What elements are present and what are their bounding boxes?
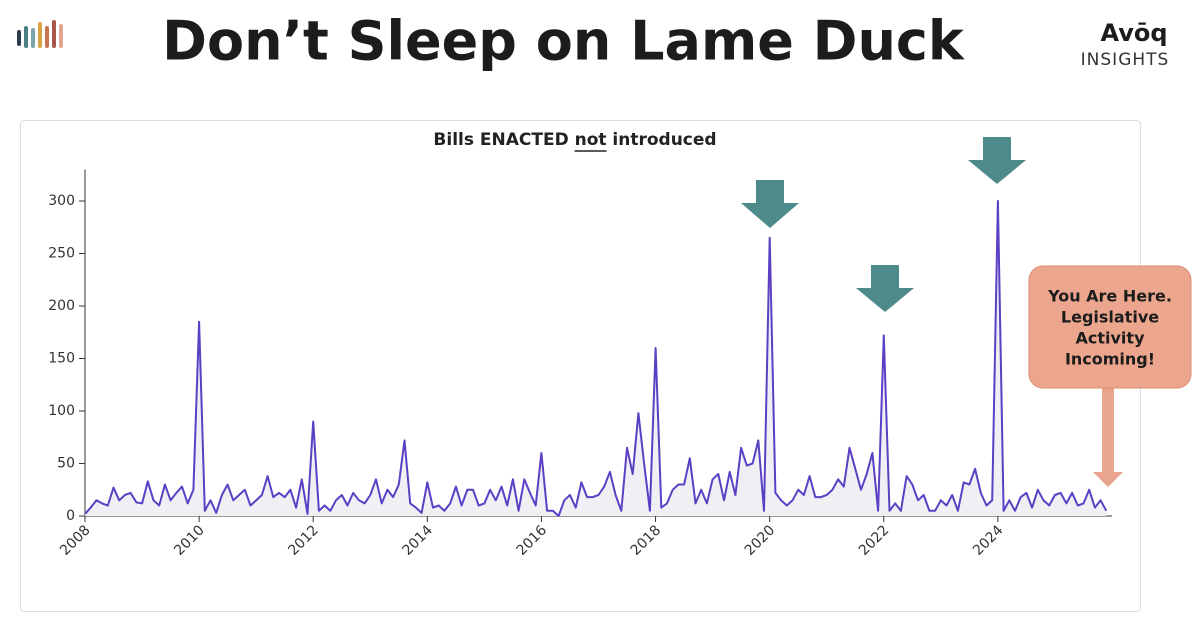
- y-tick-label: 150: [48, 351, 75, 367]
- callout: [1028, 265, 1192, 487]
- callout-text: You Are Here.: [1047, 287, 1172, 306]
- callout-text: Incoming!: [1065, 350, 1155, 369]
- y-tick-label: 100: [48, 403, 75, 419]
- y-tick-label: 300: [48, 193, 75, 209]
- line: [84, 200, 1108, 517]
- y-tick-label: 200: [48, 298, 75, 314]
- brand: Avōq: [1100, 19, 1167, 47]
- y-tick-label: 250: [48, 246, 75, 262]
- arrows: [741, 137, 1026, 312]
- slide-title: Don’t Sleep on Lame Duck: [162, 10, 965, 73]
- y-tick-label: 50: [57, 456, 75, 472]
- chart-title: Bills ENACTED not introduced: [433, 130, 716, 150]
- callout-text: Legislative: [1061, 308, 1159, 327]
- logo-bars: [17, 20, 63, 48]
- callout-text: Activity: [1076, 329, 1146, 348]
- y-tick-label: 0: [66, 508, 75, 524]
- brand-sub: INSIGHTS: [1081, 50, 1170, 70]
